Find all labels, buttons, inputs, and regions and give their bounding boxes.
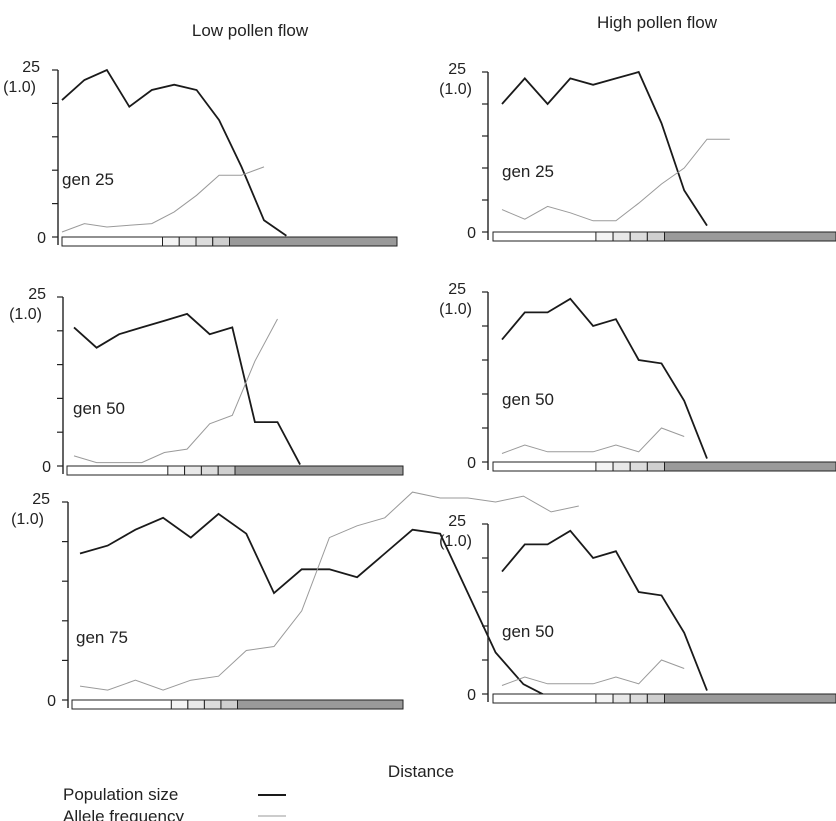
y-tick-label-1-0: (1.0) (439, 301, 472, 318)
distance-bar-cell (612, 231, 631, 242)
y-tick-label-25: 25 (448, 61, 466, 78)
distance-bar-cell (629, 231, 648, 242)
series-population-size (501, 529, 708, 691)
legend-label-population: Population size (63, 785, 178, 804)
series-population-size (501, 70, 708, 227)
panel-2: 25 (1.0) 0 gen 25 (439, 61, 836, 242)
x-axis-label: Distance (388, 762, 454, 781)
distance-bar-cell (595, 693, 614, 704)
series-allele-frequency (501, 427, 685, 454)
y-tick-label-25: 25 (22, 59, 40, 76)
series-population-size (79, 512, 552, 700)
series-population-size (61, 68, 287, 237)
distance-bar-dark (229, 236, 398, 247)
panel-5: 25 (1.0) 0 gen 75 (11, 491, 579, 710)
distance-bar-cell (646, 231, 665, 242)
y-tick-label-0: 0 (467, 687, 476, 704)
y-tick-label-0: 0 (42, 459, 51, 476)
panel-4: 25 (1.0) 0 gen 50 (439, 281, 836, 472)
distance-bar-cell (167, 465, 186, 476)
distance-bar-cell (612, 461, 631, 472)
series-allele-frequency (501, 138, 730, 222)
distance-bar-cell (220, 699, 238, 710)
column-title-low: Low pollen flow (192, 21, 309, 40)
panel-1: 25 (1.0) 0 gen 25 (3, 59, 398, 247)
distance-bar-dark (664, 693, 836, 704)
distance-bar-cell (646, 461, 665, 472)
y-tick-label-0: 0 (467, 455, 476, 472)
distance-bar-cell (195, 236, 214, 247)
distance-bar-cell (595, 231, 614, 242)
generation-label: gen 50 (73, 399, 125, 418)
generation-label: gen 50 (502, 390, 554, 409)
panel-3: 25 (1.0) 0 gen 50 (9, 286, 404, 476)
distance-bar-cell (162, 236, 180, 247)
y-tick-label-1-0: (1.0) (3, 79, 36, 96)
distance-bar-cell (184, 465, 202, 476)
distance-bar-cell (646, 693, 665, 704)
legend: Population size Allele frequency (63, 785, 286, 821)
generation-label: gen 75 (76, 628, 128, 647)
y-tick-label-25: 25 (32, 491, 50, 508)
series-population-size (501, 297, 708, 459)
series-allele-frequency (501, 659, 685, 686)
distance-bar-cell (217, 465, 236, 476)
series-allele-frequency (79, 491, 579, 691)
distance-bar-cell (612, 693, 631, 704)
distance-bar-cell (187, 699, 205, 710)
distance-bar-cell (178, 236, 197, 247)
generation-label: gen 25 (62, 170, 114, 189)
column-title-high: High pollen flow (597, 13, 718, 32)
distance-bar-cell (170, 699, 189, 710)
series-allele-frequency (61, 166, 265, 233)
y-tick-label-25: 25 (448, 513, 466, 530)
legend-label-allele: Allele frequency (63, 807, 184, 821)
y-tick-label-25: 25 (448, 281, 466, 298)
distance-bar-dark (234, 465, 404, 476)
y-tick-label-1-0: (1.0) (439, 81, 472, 98)
y-tick-label-1-0: (1.0) (9, 306, 42, 323)
y-tick-label-0: 0 (467, 225, 476, 242)
y-tick-label-0: 0 (47, 693, 56, 710)
distance-bar-cell (200, 465, 219, 476)
distance-bar-dark (237, 699, 404, 710)
y-tick-label-1-0: (1.0) (439, 533, 472, 550)
generation-label: gen 25 (502, 162, 554, 181)
distance-bar-dark (664, 231, 836, 242)
generation-label: gen 50 (502, 622, 554, 641)
series-allele-frequency (73, 318, 278, 464)
series-population-size (73, 312, 301, 466)
distance-bar-cell (629, 693, 648, 704)
panels: 25 (1.0) 0 gen 25 25 (1.0) 0 gen 25 25 (1.0) 0 gen … (3, 59, 836, 710)
panel-6: 25 (1.0) 0 gen 50 (439, 513, 836, 704)
distance-bar-cell (212, 236, 230, 247)
distance-bar-cell (595, 461, 614, 472)
distance-bar-dark (664, 461, 836, 472)
y-tick-label-0: 0 (37, 230, 46, 247)
y-tick-label-1-0: (1.0) (11, 511, 44, 528)
y-tick-label-25: 25 (28, 286, 46, 303)
distance-bar-cell (203, 699, 222, 710)
distance-bar-cell (629, 461, 648, 472)
